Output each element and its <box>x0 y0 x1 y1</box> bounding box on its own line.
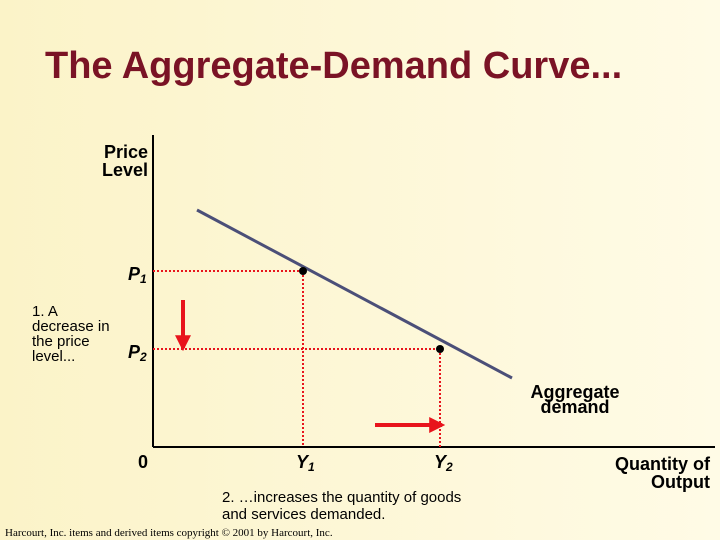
curve-label: Aggregate demand <box>530 382 619 417</box>
quantity-label: Y1 <box>296 452 315 474</box>
footer: Harcourt, Inc. items and derived items c… <box>5 527 333 539</box>
price-label: P2 <box>128 342 147 364</box>
quantity-label: Y2 <box>434 452 453 474</box>
y-axis-label: Price Level <box>102 142 148 180</box>
point <box>299 267 307 275</box>
demand-curve <box>196 208 513 380</box>
x-axis-label: Quantity of Output <box>615 454 711 492</box>
annotation: 2. …increases the quantity of goods and s… <box>222 489 461 523</box>
title: The Aggregate-Demand Curve... <box>45 45 622 87</box>
origin: 0 <box>138 452 148 472</box>
point <box>436 345 444 353</box>
price-label: P1 <box>128 264 147 286</box>
